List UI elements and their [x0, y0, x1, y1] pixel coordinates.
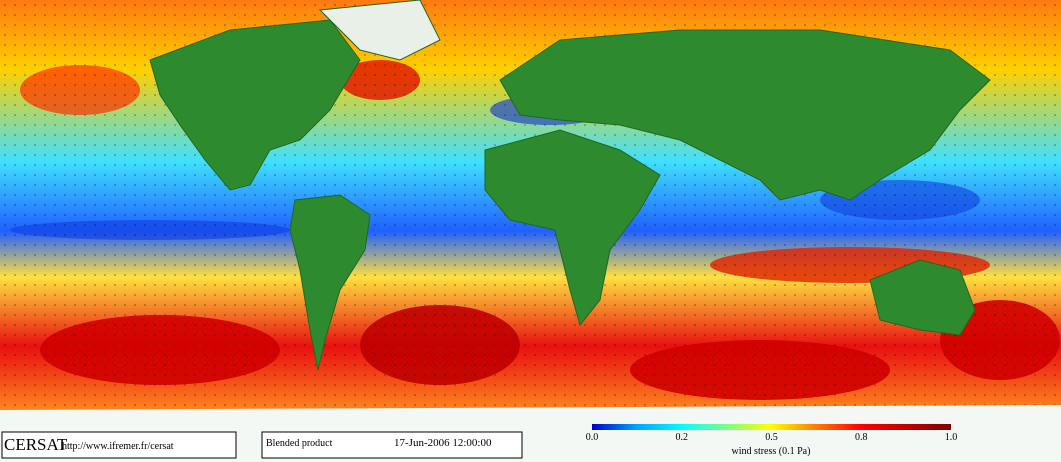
colorbar-tick-label: 0.0: [586, 432, 599, 443]
product-box: Blended product 17-Jun-2006 12:00:00: [261, 431, 523, 459]
url: http://www.ifremer.fr/cersat: [62, 441, 174, 452]
colorbar-tick-label: 0.5: [765, 432, 778, 443]
product: Blended product: [266, 438, 333, 449]
date: 17-Jun-2006 12:00:00: [394, 437, 492, 449]
colorbar-label: wind stress (0.1 Pa): [732, 446, 811, 457]
colorbar-tick-label: 1.0: [945, 432, 958, 443]
colorbar-gradient: [592, 424, 951, 430]
logo: CERSAT: [4, 435, 68, 454]
colorbar-tick-label: 0.8: [855, 432, 868, 443]
colorbar-tick-label: 0.2: [676, 432, 689, 443]
colorbar: wind stress (0.1 Pa) 0.0 0.2 0.5 0.8 1.0: [586, 424, 958, 457]
info-box: CERSAT http://www.ifremer.fr/cersat: [1, 431, 237, 459]
